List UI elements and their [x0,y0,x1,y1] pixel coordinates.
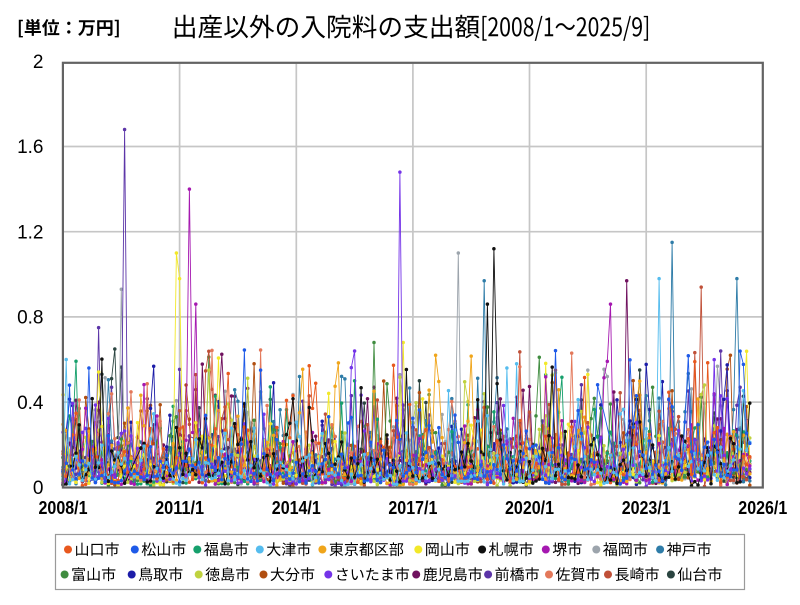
svg-text:1.6: 1.6 [17,137,43,158]
svg-text:1.2: 1.2 [17,222,43,243]
svg-text:2017/1: 2017/1 [388,498,437,518]
svg-text:2020/1: 2020/1 [505,498,554,518]
svg-text:2014/1: 2014/1 [272,498,321,518]
svg-text:0.8: 0.8 [17,308,43,329]
svg-text:2011/1: 2011/1 [155,498,204,518]
svg-text:0: 0 [33,478,44,499]
svg-text:2023/1: 2023/1 [622,498,671,518]
svg-text:2008/1: 2008/1 [39,498,88,518]
svg-text:2026/1: 2026/1 [738,498,787,518]
svg-text:0.4: 0.4 [17,393,44,414]
svg-text:2: 2 [33,52,44,73]
